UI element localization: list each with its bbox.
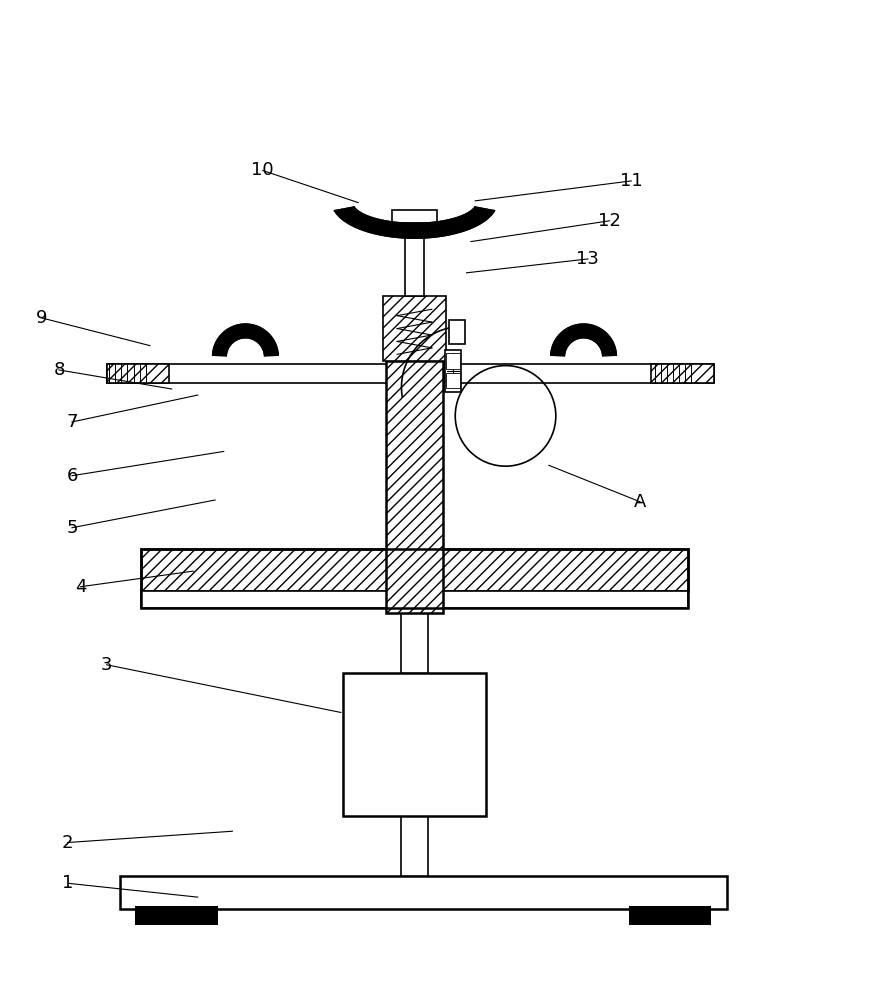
Bar	[141, 591, 688, 608]
Polygon shape	[212, 324, 278, 356]
Text: 2: 2	[62, 834, 73, 852]
Text: 12: 12	[598, 212, 621, 230]
Bar	[141, 549, 688, 608]
Text: 8: 8	[53, 361, 64, 379]
Bar	[383, 296, 446, 361]
Bar	[629, 906, 711, 925]
Bar	[449, 320, 465, 344]
Text: 3: 3	[101, 656, 113, 674]
Bar	[107, 364, 169, 383]
Bar	[405, 223, 424, 296]
Text: 4: 4	[75, 578, 86, 596]
Bar	[392, 210, 437, 223]
Polygon shape	[551, 324, 617, 356]
Bar	[136, 906, 218, 925]
Text: 13: 13	[576, 250, 599, 268]
Bar	[107, 364, 714, 383]
Bar	[651, 364, 714, 383]
Bar	[120, 876, 727, 909]
Bar	[445, 350, 461, 392]
Bar	[446, 353, 460, 369]
Polygon shape	[335, 207, 494, 238]
Text: 7: 7	[66, 413, 78, 431]
Text: 1: 1	[62, 874, 73, 892]
Bar	[343, 673, 486, 816]
Text: A: A	[633, 493, 646, 511]
Bar	[401, 608, 428, 673]
Text: 10: 10	[251, 161, 274, 179]
Bar	[386, 361, 442, 613]
Text: 5: 5	[66, 519, 78, 537]
Text: 11: 11	[620, 172, 642, 190]
Text: 9: 9	[36, 309, 48, 327]
Text: 6: 6	[66, 467, 78, 485]
Bar	[446, 373, 460, 388]
Bar	[141, 549, 688, 591]
Bar	[401, 816, 428, 876]
